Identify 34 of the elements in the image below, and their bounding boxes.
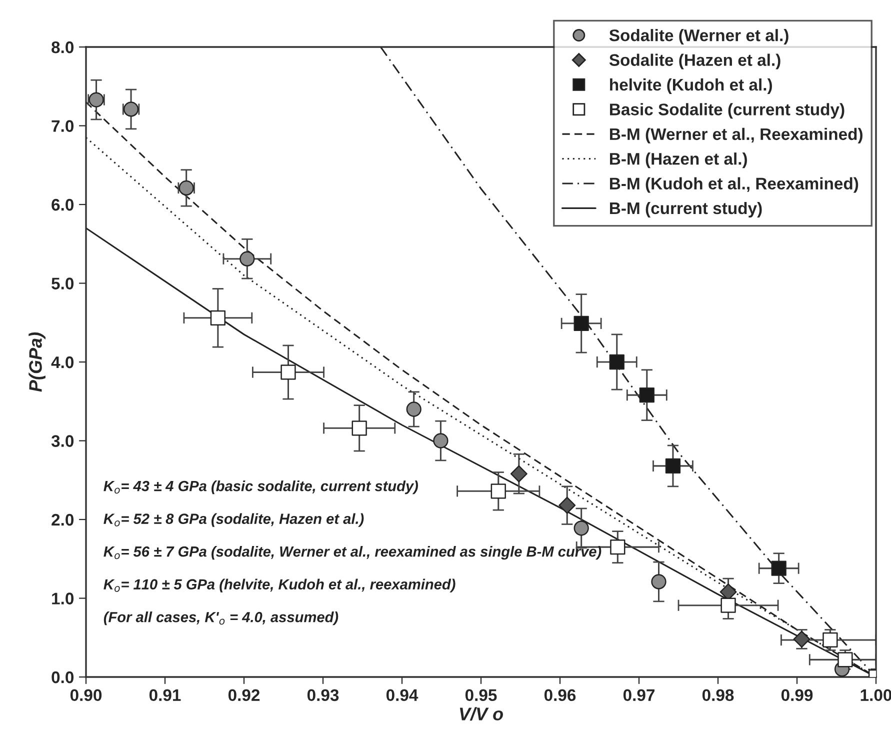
annotation: K$_{o}$= 110 ± 5 GPa (helvite, Kudoh et al., reexamined)	[104, 578, 456, 592]
x-tick-label: 0.91	[149, 689, 181, 702]
x-tick-label: 0.99	[781, 689, 813, 702]
y-tick-label: 8.0	[52, 41, 74, 54]
annotation: K$_{o}$= 43 ± 4 GPa (basic sodalite, current study)	[104, 480, 418, 494]
y-tick-label: 3.0	[51, 435, 74, 447]
x-tick-label: 0.90	[70, 689, 102, 702]
y-tick-label: 0.0	[52, 671, 74, 684]
x-tick-label: 0.96	[544, 689, 576, 702]
y-tick-label: 6.0	[52, 198, 74, 211]
x-tick-label: 0.97	[623, 689, 654, 702]
annotation: (For all cases, K'$_{o}$ = 4.0, assumed)	[104, 612, 338, 626]
legend-label: Basic Sodalite (current study)	[610, 103, 844, 119]
legend-label: B-M (Werner et al., Reexamined)	[610, 128, 862, 144]
legend-label: Sodalite (Hazen et al.)	[609, 54, 780, 70]
legend-label: helvite (Kudoh et al.)	[610, 78, 772, 94]
x-tick-label: 0.93	[307, 689, 339, 702]
legend-label: B-M (Hazen et al.)	[610, 152, 747, 168]
y-tick-label: 5.0	[52, 278, 74, 290]
legend-label: B-M (Kudoh et al., Reexamined)	[610, 177, 858, 193]
annotation: K$_{o}$= 52 ± 8 GPa (sodalite, Hazen et al.)	[104, 513, 364, 527]
y-tick-label: 1.0	[52, 592, 74, 604]
y-tick-label: 7.0	[52, 120, 74, 132]
x-tick-label: 0.94	[386, 689, 418, 702]
x-axis-title: V/V o	[460, 707, 503, 721]
x-tick-label: 0.92	[228, 689, 260, 702]
x-tick-label: 0.98	[702, 689, 734, 702]
legend-label: B-M (current study)	[610, 202, 762, 218]
annotation: K$_{o}$= 56 ± 7 GPa (sodalite, Werner et al., reexamined as single B-M curve)	[104, 546, 602, 560]
x-tick-label: 0.95	[465, 689, 497, 702]
legend-label: Sodalite (Werner et al.)	[609, 29, 788, 45]
y-axis-title: P(GPa)	[28, 332, 46, 392]
y-tick-label: 2.0	[52, 514, 74, 526]
y-tick-label: 4.0	[51, 356, 74, 368]
